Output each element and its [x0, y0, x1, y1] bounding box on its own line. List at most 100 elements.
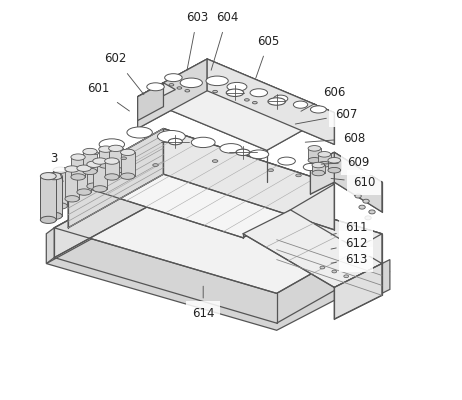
Polygon shape	[71, 157, 85, 177]
Text: 602: 602	[104, 52, 144, 94]
Polygon shape	[138, 59, 207, 128]
Ellipse shape	[191, 137, 215, 148]
Ellipse shape	[77, 189, 91, 195]
Polygon shape	[243, 210, 382, 287]
Ellipse shape	[169, 84, 174, 86]
Ellipse shape	[71, 154, 85, 160]
Text: 610: 610	[331, 176, 375, 189]
Polygon shape	[310, 152, 334, 194]
Text: 3: 3	[50, 152, 63, 182]
Ellipse shape	[252, 102, 257, 104]
Ellipse shape	[105, 158, 119, 164]
Ellipse shape	[274, 95, 288, 102]
Ellipse shape	[93, 152, 99, 154]
Polygon shape	[109, 148, 123, 170]
Ellipse shape	[268, 169, 274, 172]
Polygon shape	[138, 59, 334, 150]
Ellipse shape	[220, 144, 242, 153]
Polygon shape	[328, 160, 340, 170]
Ellipse shape	[303, 164, 317, 171]
Ellipse shape	[121, 149, 135, 156]
Ellipse shape	[53, 203, 67, 209]
Ellipse shape	[147, 83, 164, 91]
Ellipse shape	[310, 106, 326, 113]
Ellipse shape	[296, 174, 301, 177]
Text: 614: 614	[192, 286, 214, 320]
Ellipse shape	[244, 99, 249, 101]
Ellipse shape	[40, 172, 56, 180]
Polygon shape	[121, 152, 135, 176]
Ellipse shape	[344, 275, 348, 278]
Ellipse shape	[332, 270, 337, 273]
Ellipse shape	[71, 174, 85, 180]
Ellipse shape	[213, 90, 218, 93]
Ellipse shape	[105, 174, 119, 180]
Ellipse shape	[268, 98, 286, 105]
Polygon shape	[53, 170, 67, 206]
Polygon shape	[164, 168, 382, 264]
Ellipse shape	[328, 168, 340, 173]
Ellipse shape	[153, 164, 158, 166]
Text: 609: 609	[321, 156, 369, 169]
Polygon shape	[308, 148, 321, 160]
Polygon shape	[40, 176, 56, 220]
Ellipse shape	[185, 90, 190, 92]
Ellipse shape	[180, 78, 202, 88]
Ellipse shape	[213, 160, 218, 162]
Polygon shape	[68, 128, 164, 228]
Ellipse shape	[177, 87, 182, 89]
Polygon shape	[334, 152, 382, 212]
Ellipse shape	[227, 82, 247, 91]
Text: 611: 611	[331, 221, 367, 235]
Polygon shape	[207, 59, 334, 144]
Ellipse shape	[318, 152, 331, 157]
Polygon shape	[312, 165, 325, 173]
Polygon shape	[46, 176, 62, 216]
Ellipse shape	[312, 170, 325, 176]
Text: 608: 608	[305, 132, 365, 145]
Ellipse shape	[206, 76, 228, 86]
Ellipse shape	[65, 196, 79, 202]
Polygon shape	[318, 154, 331, 164]
Ellipse shape	[99, 162, 113, 168]
Polygon shape	[46, 228, 54, 264]
Ellipse shape	[87, 161, 101, 168]
Polygon shape	[46, 204, 390, 330]
Ellipse shape	[83, 148, 97, 155]
Polygon shape	[99, 149, 113, 165]
Ellipse shape	[93, 158, 107, 164]
Ellipse shape	[250, 89, 267, 97]
Ellipse shape	[226, 89, 244, 96]
Polygon shape	[138, 83, 164, 120]
Polygon shape	[54, 168, 382, 293]
Polygon shape	[105, 161, 119, 177]
Ellipse shape	[278, 157, 295, 165]
Ellipse shape	[121, 157, 127, 160]
Ellipse shape	[127, 127, 152, 138]
Polygon shape	[87, 164, 101, 186]
Polygon shape	[68, 128, 334, 238]
Text: 601: 601	[87, 82, 129, 111]
Polygon shape	[310, 152, 382, 194]
Polygon shape	[54, 168, 164, 258]
Ellipse shape	[318, 162, 331, 167]
Text: 613: 613	[331, 253, 367, 266]
Ellipse shape	[308, 146, 321, 151]
Ellipse shape	[293, 101, 308, 108]
Ellipse shape	[65, 166, 79, 172]
Ellipse shape	[99, 146, 113, 152]
Ellipse shape	[83, 168, 97, 174]
Ellipse shape	[87, 183, 101, 189]
Ellipse shape	[169, 138, 182, 145]
Text: 607: 607	[295, 108, 358, 124]
Polygon shape	[93, 161, 107, 189]
Ellipse shape	[312, 162, 325, 168]
Ellipse shape	[109, 145, 123, 152]
Ellipse shape	[121, 173, 135, 179]
Text: 604: 604	[211, 11, 238, 70]
Ellipse shape	[164, 74, 182, 82]
Ellipse shape	[249, 150, 269, 159]
Polygon shape	[138, 83, 176, 103]
Ellipse shape	[363, 199, 369, 203]
Ellipse shape	[46, 172, 62, 180]
